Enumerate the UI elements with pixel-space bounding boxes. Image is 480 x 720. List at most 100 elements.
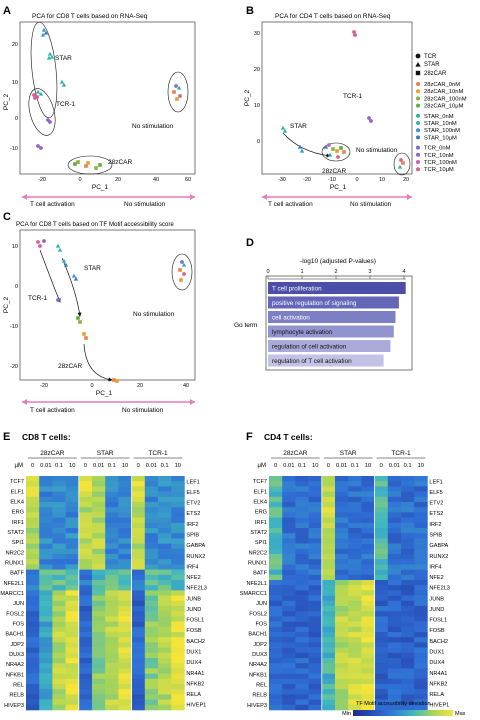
heatmap-cell [65,606,80,612]
heatmap-cell [348,569,362,576]
legend-shape-label: STAR [424,62,440,68]
heatmap-cell [269,600,283,607]
heatmap-cell [361,564,375,570]
heatmap-cell [321,554,336,560]
heatmap-cell [269,564,283,570]
heatmap-cell [361,585,375,591]
panel-f: F CD4 T cells: 28zCAR STAR TCR-1 μM 0 0.01 0.1… [240,431,450,711]
heatmap-cell [144,507,159,513]
heatmap-conc-label: 10 [365,463,371,469]
heatmap-cell [144,658,159,664]
heatmap-cell [414,595,428,602]
heatmap-cell [158,569,172,576]
heatmap-cell [361,632,375,638]
heatmap-cell [78,564,93,570]
heatmap-cell [348,668,362,674]
heatmap-cell [92,663,106,669]
heatmap-cell [414,642,428,648]
heatmap-cell [361,704,375,711]
heatmap-cell [387,699,402,706]
heatmap-cell [52,548,66,555]
heatmap-cell [361,621,375,628]
heatmap-cell [335,595,349,602]
heatmap-cell [26,481,40,487]
heatmap-cell [348,543,362,550]
heatmap-tf-label-right: DUX1 [429,650,444,656]
heatmap-cell [78,616,93,622]
panel-d-frame [265,275,413,371]
heatmap-cell [171,554,185,560]
heatmap-cell [282,616,296,622]
go-term-bar [268,340,391,352]
heatmap-cell [335,554,349,560]
heatmap-cell [308,678,323,685]
scatter-point [335,149,339,153]
heatmap-cell [335,606,349,612]
heatmap-cell [131,673,146,680]
heatmap-cell [348,580,362,586]
heatmap-cell [308,512,323,518]
panel-c-axes-frame [19,229,196,381]
heatmap-cell [171,502,185,508]
heatmap-cell [78,517,93,524]
heatmap-cell [52,554,66,560]
heatmap-cell [374,486,389,492]
heatmap-cell [374,673,389,680]
legend-tcr-circle-icon [415,53,421,59]
heatmap-cell [321,481,336,487]
heatmap-cell [39,611,53,617]
heatmap-cell [39,642,53,648]
heatmap-conc-label: 0 [31,463,34,469]
heatmap-cell [269,574,283,581]
heatmap-cell [348,621,362,628]
heatmap-cell [374,652,389,659]
scatter-point [61,82,67,87]
heatmap-cell [158,704,172,711]
heatmap-cell [308,543,323,550]
heatmap-cell [171,491,185,498]
heatmap-cell [308,522,323,529]
heatmap-cell [65,512,80,518]
legend-swatch-icon [416,145,420,150]
heatmap-cell [414,616,428,622]
heatmap-cell [374,528,389,534]
heatmap-cell [295,689,309,695]
heatmap-cell [171,673,185,680]
heatmap-cell [414,528,428,534]
heatmap-cell [335,704,349,711]
heatmap-cell [26,543,40,550]
heatmap-cell [308,496,323,503]
heatmap-cell [131,585,146,591]
heatmap-cell [105,559,119,565]
heatmap-cell [295,481,309,487]
heatmap-cell [321,580,336,586]
panel-b-axes-frame [261,21,413,175]
heatmap-cell [26,502,40,508]
heatmap-tf-label-right: DUX1 [186,650,201,656]
heatmap-cell [361,580,375,586]
heatmap-cell [78,684,93,690]
heatmap-cell [282,704,296,711]
heatmap-cell [105,580,119,586]
heatmap-cell [105,689,119,695]
heatmap-cell [335,585,349,591]
heatmap-cell [171,689,185,695]
heatmap-cell [308,704,323,711]
heatmap-cell [374,496,389,503]
heatmap-tf-label-left: SPI1 [255,540,267,546]
heatmap-cell [387,543,402,550]
heatmap-cell [387,668,402,674]
heatmap-cell [26,684,40,690]
heatmap-cell [131,642,146,648]
heatmap-cell [118,517,132,524]
heatmap-cell [131,590,146,596]
heatmap-cell [348,507,362,513]
heatmap-cell [308,626,323,633]
legend-item-label: STAR_0nM [424,114,454,120]
heatmap-cell [414,476,428,482]
heatmap-cell [131,502,146,508]
heatmap-tf-label-left: SMARCC1 [240,591,267,597]
heatmap-cell [105,486,119,492]
panel-a-car-label: 28zCAR [108,159,133,166]
heatmap-cell [269,668,283,674]
